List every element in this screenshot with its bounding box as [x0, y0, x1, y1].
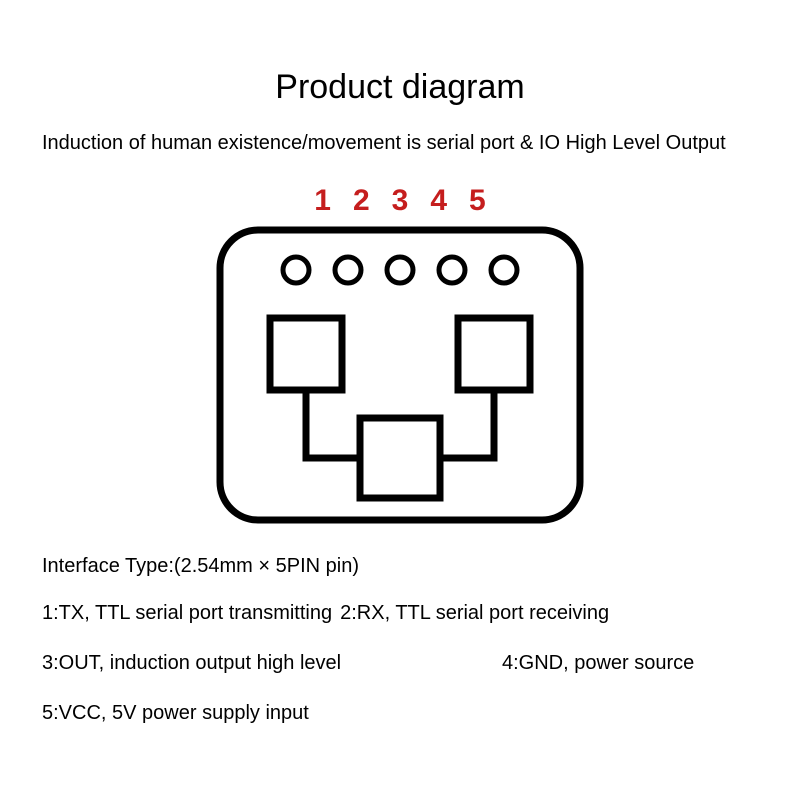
- pin-label-1: 1: [314, 184, 353, 217]
- pin-hole-2: [335, 257, 361, 283]
- block-left: [270, 318, 342, 390]
- pin-number-row: 12345: [0, 184, 800, 218]
- legend-pin-4: 4:GND, power source: [502, 652, 694, 675]
- pin-label-2: 2: [353, 184, 392, 217]
- module-svg: [210, 220, 590, 530]
- page-title: Product diagram: [0, 68, 800, 107]
- pin-hole-4: [439, 257, 465, 283]
- legend-pin-3: 3:OUT, induction output high level: [42, 652, 341, 674]
- pin-label-3: 3: [392, 184, 431, 217]
- pin-hole-5: [491, 257, 517, 283]
- legend-row-1: 1:TX, TTL serial port transmitting 2:RX,…: [42, 602, 758, 625]
- legend-row-3: 5:VCC, 5V power supply input: [42, 702, 758, 725]
- pin-hole-3: [387, 257, 413, 283]
- legend-row-2: 3:OUT, induction output high level 4:GND…: [42, 652, 758, 675]
- module-diagram: [0, 220, 800, 530]
- pin-hole-1: [283, 257, 309, 283]
- subtitle: Induction of human existence/movement is…: [42, 132, 758, 155]
- pin-label-5: 5: [469, 184, 508, 217]
- pin-label-4: 4: [430, 184, 469, 217]
- legend-pin-1: 1:TX, TTL serial port transmitting: [42, 602, 332, 625]
- block-right: [458, 318, 530, 390]
- legend-interface: Interface Type:(2.54mm × 5PIN pin): [42, 555, 758, 578]
- legend-pin-5: 5:VCC, 5V power supply input: [42, 702, 309, 724]
- legend-pin-2: 2:RX, TTL serial port receiving: [340, 602, 609, 625]
- block-center: [360, 418, 440, 498]
